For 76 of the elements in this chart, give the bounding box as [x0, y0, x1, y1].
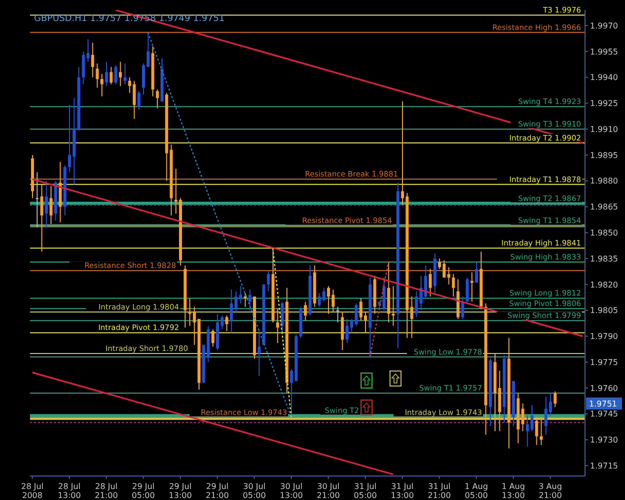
annotation: 1.9751 [589, 400, 617, 409]
candlestick [225, 314, 228, 332]
y-tick-label: 1.9775 [590, 358, 618, 367]
x-tick-label: 29 Jul 21:00 [206, 482, 229, 500]
candlestick [535, 416, 538, 446]
candlestick [280, 301, 284, 335]
y-tick-label: 1.9895 [590, 150, 618, 160]
x-tick-label: 28 Jul 2008 [21, 482, 44, 500]
candlestick [276, 308, 280, 344]
candlestick [110, 66, 113, 85]
x-tick-label: 31 Jul 13:00 [390, 482, 414, 500]
x-tick-label: 29 Jul 13:00 [168, 482, 192, 500]
candlestick [118, 61, 122, 86]
x-tick-label: 3 Aug 21:00 [538, 482, 562, 500]
x-tick-label: 28 Jul 21:00 [94, 482, 118, 500]
candlestick [40, 184, 44, 252]
x-tick-label: 30 Jul 13:00 [280, 482, 303, 500]
candlestick [461, 296, 464, 320]
y-tick-label: 1.9880 [590, 176, 618, 186]
x-tick-label: 28 Jul 13:00 [58, 482, 81, 500]
candlestick [466, 277, 469, 302]
candlestick [91, 42, 94, 78]
x-tick-label: 1 Aug 13:00 [502, 482, 525, 500]
x-tick-label: 30 Jul 21:00 [316, 482, 340, 500]
candlestick [156, 88, 159, 109]
candlestick [211, 328, 214, 348]
y-tick-label: 1.9940 [590, 73, 618, 82]
candlestick [258, 328, 261, 376]
candlestick [336, 306, 340, 323]
candlestick [128, 76, 132, 94]
y-tick-label: 1.9910 [590, 124, 618, 134]
candlestick [428, 268, 432, 298]
y-tick-label: 1.9955 [590, 47, 618, 56]
candlestick [346, 318, 349, 344]
candlestick [447, 266, 450, 285]
candlestick [96, 63, 99, 88]
x-tick-label: 1 Aug 05:00 [464, 482, 488, 500]
candlestick [132, 80, 136, 120]
x-tick-label: 31 Jul 21:00 [428, 482, 451, 500]
y-tick-label: 1.9970 [590, 21, 618, 30]
candlestick [554, 390, 557, 408]
candlestick [452, 274, 455, 298]
candlestick [114, 64, 118, 85]
y-tick-label: 1.9835 [590, 254, 618, 264]
x-tick-label: 30 Jul 05:00 [242, 482, 266, 500]
candlestick [327, 286, 330, 314]
y-tick-label: 1.9820 [590, 280, 618, 290]
candlestick [50, 186, 53, 225]
candlestick [36, 172, 39, 228]
candlestick [521, 403, 524, 432]
candlestick [137, 90, 140, 111]
candlestick [340, 312, 344, 351]
y-tick-label: 1.9925 [590, 99, 618, 108]
x-tick-label: 29 Jul 05:00 [132, 482, 155, 500]
y-tick-label: 1.9865 [590, 202, 618, 212]
y-tick-label: 1.9850 [590, 228, 618, 238]
candlestick [105, 61, 108, 86]
x-tick-label: 31 Jul 05:00 [354, 482, 377, 500]
candlestick [68, 104, 72, 173]
y-tick-label: 1.9715 [590, 461, 618, 470]
candlestick [44, 180, 48, 228]
candlestick [248, 289, 252, 311]
candlestick [100, 73, 104, 97]
candlestick [304, 301, 307, 322]
candlestick [322, 287, 326, 302]
candlestick [266, 270, 270, 292]
candlestick [410, 296, 414, 338]
y-tick-label: 1.9730 [590, 436, 618, 445]
y-tick-label: 1.9760 [590, 384, 618, 393]
y-tick-label: 1.9805 [590, 306, 618, 316]
y-tick-label: 1.9745 [590, 410, 618, 419]
candlestick [475, 261, 478, 284]
y-tick-label: 1.9790 [590, 332, 618, 342]
candlestick [124, 63, 127, 85]
candlestick [540, 416, 543, 446]
candlestick [354, 302, 358, 326]
